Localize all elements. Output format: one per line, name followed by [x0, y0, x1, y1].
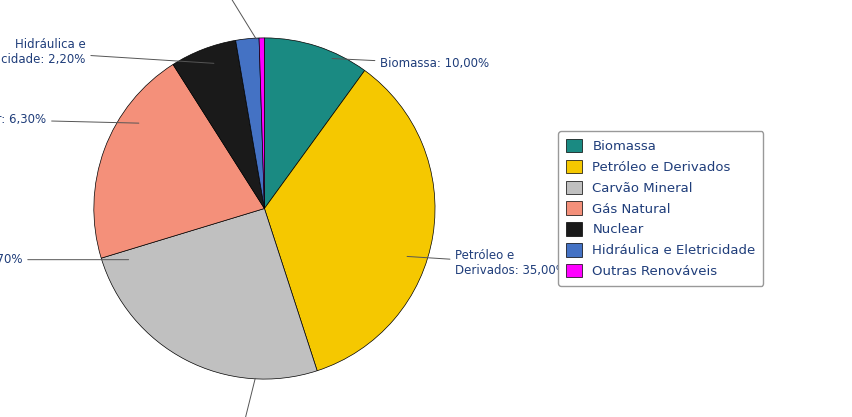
Text: Biomassa: 10,00%: Biomassa: 10,00% — [331, 57, 489, 70]
Text: Nuclear: 6,30%: Nuclear: 6,30% — [0, 113, 139, 126]
Text: Hidráulica e
Eletricidade: 2,20%: Hidráulica e Eletricidade: 2,20% — [0, 38, 214, 65]
Text: Gás Natural: 20,70%: Gás Natural: 20,70% — [0, 253, 129, 266]
Wedge shape — [173, 40, 264, 208]
Text: Carvão Mineral:
25,30%: Carvão Mineral: 25,30% — [187, 378, 280, 417]
Wedge shape — [235, 38, 264, 209]
Wedge shape — [101, 208, 317, 379]
Legend: Biomassa, Petróleo e Derivados, Carvão Mineral, Gás Natural, Nuclear, Hidráulica: Biomassa, Petróleo e Derivados, Carvão M… — [557, 131, 763, 286]
Text: Outras Renováveis:
0,50%: Outras Renováveis: 0,50% — [142, 0, 256, 39]
Wedge shape — [94, 65, 264, 258]
Text: Petróleo e
Derivados: 35,00%: Petróleo e Derivados: 35,00% — [406, 249, 567, 277]
Wedge shape — [264, 38, 365, 209]
Wedge shape — [264, 70, 435, 371]
Wedge shape — [259, 38, 264, 209]
